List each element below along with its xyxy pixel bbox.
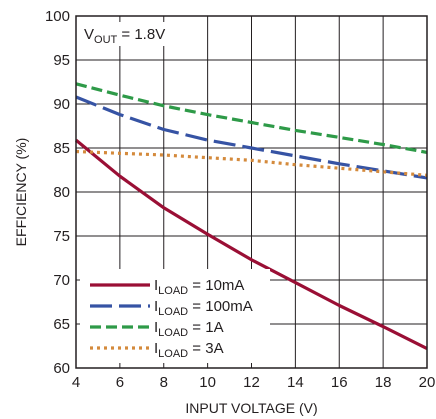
legend-label-3: ILOAD = 1A bbox=[154, 319, 224, 339]
y-tick-label: 100 bbox=[45, 8, 70, 25]
x-axis-title: INPUT VOLTAGE (V) bbox=[185, 400, 317, 416]
legend-label-1: ILOAD = 10mA bbox=[154, 277, 244, 297]
x-tick-label: 20 bbox=[419, 374, 436, 391]
legend-label-sub: LOAD bbox=[158, 327, 188, 339]
vout-main: V bbox=[84, 26, 94, 43]
series-line-1 bbox=[74, 138, 428, 351]
y-tick-label: 70 bbox=[53, 272, 70, 289]
series-lines bbox=[74, 82, 428, 351]
x-tick-label: 16 bbox=[331, 374, 348, 391]
series-line-2 bbox=[75, 95, 428, 180]
vout-annotation-text: VOUT = 1.8V bbox=[84, 26, 165, 46]
vout-annotation: VOUT = 1.8V bbox=[80, 22, 180, 46]
legend-label-rest: = 10mA bbox=[188, 277, 244, 294]
y-tick-label: 75 bbox=[53, 228, 70, 245]
legend-label-rest: = 100mA bbox=[188, 298, 253, 315]
vout-rest: = 1.8V bbox=[117, 26, 165, 43]
legend-label-main: I bbox=[154, 340, 158, 357]
y-axis-title: EFFICIENCY (%) bbox=[13, 138, 29, 247]
plot-frame bbox=[75, 15, 428, 369]
vout-annotation-bg bbox=[80, 22, 180, 46]
x-tick-label: 12 bbox=[243, 374, 260, 391]
x-tick-labels: 4 6 8 10 12 14 16 18 20 bbox=[72, 374, 436, 391]
legend-label-2: ILOAD = 100mA bbox=[154, 298, 253, 318]
legend-label-rest: = 1A bbox=[188, 319, 223, 336]
y-tick-labels: 60 65 70 75 80 85 90 95 100 bbox=[45, 8, 70, 377]
series-line-3 bbox=[75, 82, 428, 154]
x-tick-label: 18 bbox=[375, 374, 392, 391]
y-tick-label: 85 bbox=[53, 140, 70, 157]
legend-label-main: I bbox=[154, 298, 158, 315]
legend-label-sub: LOAD bbox=[158, 348, 188, 360]
y-tick-label: 60 bbox=[53, 360, 70, 377]
series-line-4 bbox=[75, 149, 428, 177]
x-tick-label: 10 bbox=[199, 374, 216, 391]
x-tick-label: 4 bbox=[72, 374, 80, 391]
x-tick-label: 14 bbox=[287, 374, 304, 391]
legend-label-main: I bbox=[154, 277, 158, 294]
legend-label-sub: LOAD bbox=[158, 306, 188, 318]
legend-label-sub: LOAD bbox=[158, 285, 188, 297]
x-tick-label: 8 bbox=[160, 374, 168, 391]
x-tick-label: 6 bbox=[116, 374, 124, 391]
legend-label-rest: = 3A bbox=[188, 340, 223, 357]
legend-label-4: ILOAD = 3A bbox=[154, 340, 224, 360]
vout-sub: OUT bbox=[94, 34, 118, 46]
legend-label-main: I bbox=[154, 319, 158, 336]
y-tick-label: 65 bbox=[53, 316, 70, 333]
grid bbox=[76, 16, 427, 368]
y-tick-label: 80 bbox=[53, 184, 70, 201]
y-tick-label: 90 bbox=[53, 96, 70, 113]
y-tick-label: 95 bbox=[53, 52, 70, 69]
